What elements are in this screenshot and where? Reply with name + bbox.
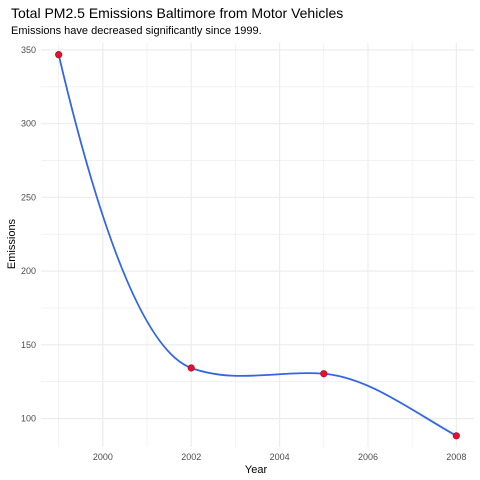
grid-lines	[41, 43, 474, 447]
y-axis-title: Emissions	[6, 218, 18, 269]
data-point	[320, 370, 328, 378]
x-tick-label: 2000	[93, 452, 113, 462]
x-tick-label: 2008	[446, 452, 466, 462]
data-points	[55, 51, 460, 440]
x-tick-label: 2002	[181, 452, 201, 462]
y-tick-label: 250	[21, 192, 36, 202]
y-tick-label: 300	[21, 119, 36, 129]
x-tick-label: 2006	[358, 452, 378, 462]
y-tick-label: 100	[21, 414, 36, 424]
y-tick-label: 150	[21, 340, 36, 350]
data-point	[55, 51, 63, 59]
x-axis-title: Year	[245, 464, 268, 476]
data-point	[187, 364, 195, 372]
tick-labels: 2000 2002 2004 2006 2008 100 150 200 250 300 350	[21, 45, 466, 462]
chart-title: Total PM2.5 Emissions Baltimore from Mot…	[11, 5, 344, 21]
y-tick-label: 350	[21, 45, 36, 55]
chart-subtitle: Emissions have decreased significantly s…	[11, 25, 262, 37]
x-tick-label: 2004	[270, 452, 290, 462]
data-point	[452, 432, 460, 440]
y-tick-label: 200	[21, 266, 36, 276]
series-line	[57, 54, 457, 437]
